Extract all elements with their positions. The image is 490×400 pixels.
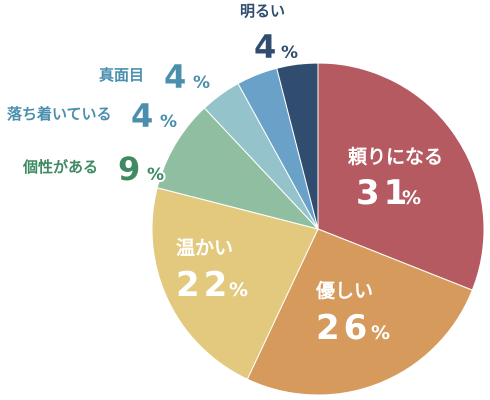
slice-label-name-2: 温かい [176, 237, 233, 259]
slice-label-1: 優しい 26% [315, 279, 390, 348]
pie-slice-0 [317, 62, 485, 291]
slice-label-6: 明るい 4% [240, 2, 300, 69]
pie-slice-2 [151, 187, 319, 380]
slice-label-unit-4: % [160, 112, 177, 132]
pie-slices [151, 62, 485, 396]
slice-label-value-5: 4 [164, 58, 186, 96]
slice-label-name-1: 優しい [315, 279, 373, 302]
slice-label-name-4: 落ち着いている [7, 105, 112, 123]
slice-label-value-2: 22 [176, 265, 231, 305]
slice-label-name-5: 真面目 [99, 66, 144, 84]
slice-label-name-3: 個性がある [22, 158, 98, 176]
pie-labels: 頼りになる 31% 優しい 26 % 温かい 22% 個性がある 9 % 落ち着いている 4 % 真面目 4… [7, 2, 443, 348]
pie-slice-6 [276, 62, 319, 230]
slice-label-4: 落ち着いている 4% [7, 94, 179, 138]
slice-label-0: 頼りになる 31% [348, 146, 443, 213]
slice-label-3: 個性がある 9% [22, 147, 166, 191]
slice-label-unit-2: % [229, 279, 248, 301]
slice-label-5: 真面目 4% [99, 55, 212, 99]
slice-label-unit-1: % [371, 322, 390, 344]
slice-label-value-3: 9 [118, 150, 140, 188]
slice-label-unit-3: % [147, 165, 164, 185]
slice-label-value-1: 26 [316, 308, 371, 348]
slice-label-name-0: 頼りになる [348, 146, 443, 168]
slice-label-unit-6: % [281, 43, 298, 63]
slice-label-unit-5: % [193, 73, 210, 93]
slice-label-unit-0: % [402, 187, 421, 209]
pie-slice-1 [246, 228, 473, 396]
pie-slice-3 [156, 107, 320, 230]
slice-label-name-6: 明るい [240, 2, 285, 20]
slice-label-value-6: 4 [254, 28, 276, 66]
slice-label-value-4: 4 [131, 97, 153, 135]
slice-label-2: 温かい 22% [176, 237, 248, 305]
slice-label-value-0: 31 [356, 173, 411, 213]
